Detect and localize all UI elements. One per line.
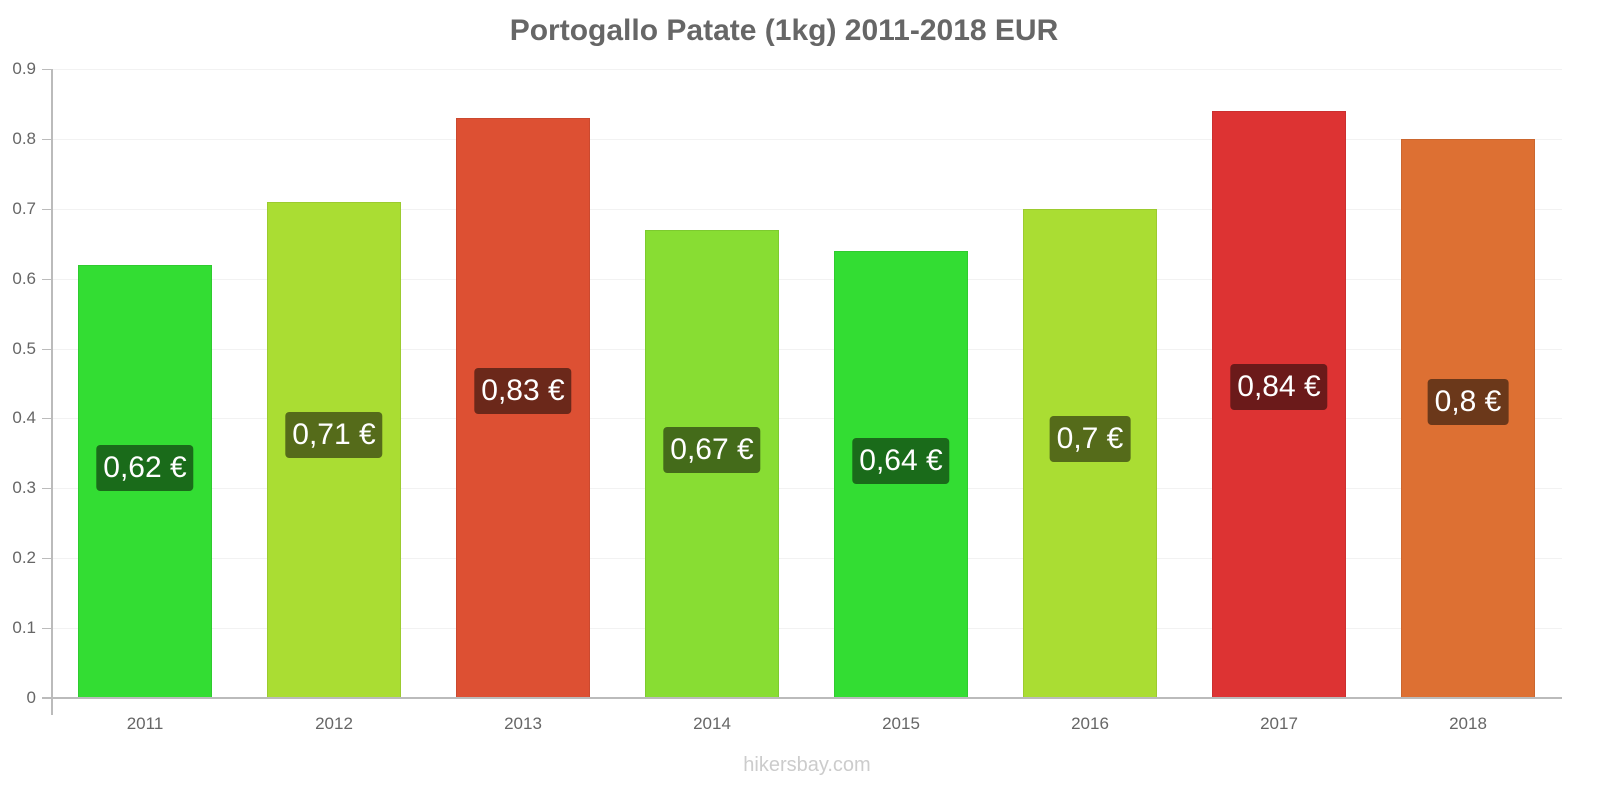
y-tick-label: 0.9 [12,59,36,78]
data-label: 0,8 € [1427,379,1509,425]
x-tick-label: 2014 [693,714,731,733]
x-tick-label: 2013 [504,714,542,733]
y-tick-label: 0.2 [12,548,36,567]
y-tick-mark [42,139,52,140]
gridline [52,558,1562,559]
y-tick-mark [42,69,52,70]
data-label: 0,84 € [1230,364,1328,410]
x-tick-label: 2018 [1449,714,1487,733]
y-tick-mark [42,209,52,210]
y-tick-mark [42,349,52,350]
y-tick-label: 0.6 [12,269,36,288]
gridline [52,69,1562,70]
y-tick-label: 0.3 [12,478,36,497]
x-tick-label: 2011 [126,714,164,733]
gridline [52,279,1562,280]
y-tick-label: 0.5 [12,339,36,358]
y-tick-label: 0.7 [12,199,36,218]
data-label: 0,7 € [1049,416,1131,462]
y-tick-mark [42,418,52,419]
data-label: 0,83 € [474,368,572,414]
x-tick-label: 2016 [1071,714,1109,733]
gridline [52,628,1562,629]
x-axis [42,697,1562,699]
x-tick-label: 2012 [315,714,353,733]
data-label: 0,62 € [96,445,194,491]
y-tick-label: 0.8 [12,129,36,148]
gridline [52,209,1562,210]
data-label: 0,67 € [663,427,761,473]
y-tick-label: 0.4 [12,408,36,427]
y-tick-mark [42,628,52,629]
y-tick-label: 0 [26,688,36,707]
y-tick-mark [42,279,52,280]
gridline [52,418,1562,419]
data-label: 0,71 € [285,412,383,458]
y-tick-mark [42,558,52,559]
chart-title: Portogallo Patate (1kg) 2011-2018 EUR [509,14,1059,47]
y-axis [51,69,53,715]
source-credit: hikersbay.com [743,754,871,776]
gridline [52,349,1562,350]
y-tick-mark [42,488,52,489]
x-tick-label: 2015 [882,714,920,733]
gridline [52,139,1562,140]
data-label: 0,64 € [852,438,950,484]
y-tick-label: 0.1 [12,618,36,637]
x-tick-label: 2017 [1260,714,1298,733]
gridline [52,488,1562,489]
